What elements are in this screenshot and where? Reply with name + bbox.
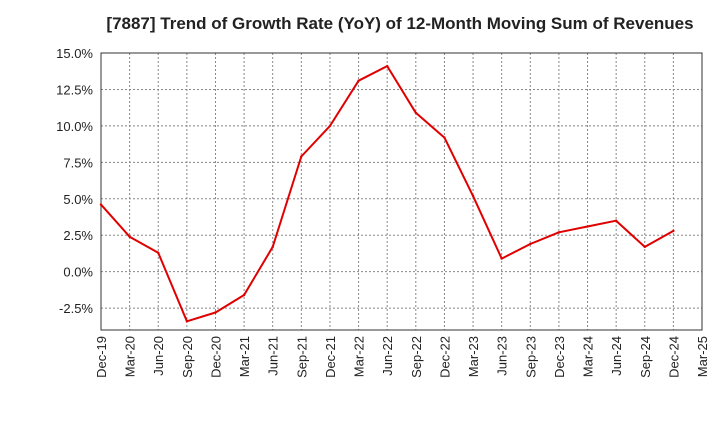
x-tick-label: Jun-21	[266, 336, 281, 376]
y-tick-label: 12.5%	[56, 82, 93, 97]
x-tick-label: Sep-20	[180, 336, 195, 378]
y-tick-label: 0.0%	[63, 265, 93, 280]
x-tick-label: Dec-21	[323, 336, 338, 378]
data-point	[529, 242, 532, 246]
x-tick-label: Mar-25	[695, 336, 710, 377]
data-point	[385, 64, 389, 68]
x-tick-label: Dec-19	[94, 336, 109, 378]
y-tick-label: 7.5%	[63, 155, 93, 170]
y-tick-label: 10.0%	[56, 119, 93, 134]
x-tick-label: Sep-24	[638, 336, 653, 378]
y-tick-label: 2.5%	[63, 228, 93, 243]
x-tick-label: Dec-23	[552, 336, 567, 378]
data-point	[99, 203, 103, 206]
data-point	[271, 245, 274, 249]
x-tick-label: Dec-22	[437, 336, 452, 378]
plot-border	[100, 52, 703, 331]
x-tick-label: Mar-23	[466, 336, 481, 377]
x-tick-label: Dec-24	[666, 336, 681, 378]
x-tick-label: Sep-22	[409, 336, 424, 378]
data-point	[128, 235, 131, 238]
x-tick-label: Mar-24	[581, 336, 596, 377]
data-point	[614, 219, 618, 222]
x-tick-label: Jun-24	[609, 336, 624, 376]
data-point	[157, 251, 160, 254]
x-tick-label: Sep-21	[294, 336, 309, 378]
x-tick-label: Mar-21	[237, 336, 252, 377]
y-tick-label: 5.0%	[63, 192, 93, 207]
y-tick-label: 15.0%	[56, 46, 93, 61]
data-point	[586, 225, 589, 228]
data-point	[300, 155, 303, 158]
plot-area	[101, 53, 702, 330]
data-point	[414, 111, 418, 114]
data-point	[500, 257, 503, 260]
data-point	[643, 245, 646, 249]
x-tick-label: Mar-22	[352, 336, 367, 377]
x-tick-label: Mar-20	[123, 336, 138, 377]
data-point	[672, 229, 675, 233]
data-point	[357, 79, 360, 82]
data-point	[214, 311, 217, 314]
data-point	[443, 136, 446, 139]
data-point	[328, 124, 332, 128]
x-tick-label: Jun-20	[151, 336, 166, 376]
data-point	[242, 293, 246, 297]
y-tick-label: -2.5%	[59, 301, 93, 316]
data-point	[557, 231, 561, 234]
x-tick-label: Jun-23	[495, 336, 510, 376]
x-tick-label: Dec-20	[208, 336, 223, 378]
x-tick-label: Sep-23	[523, 336, 538, 378]
chart-title: [7887] Trend of Growth Rate (YoY) of 12-…	[106, 14, 694, 33]
data-point	[185, 320, 189, 323]
x-tick-label: Jun-22	[380, 336, 395, 376]
data-point	[471, 194, 475, 198]
